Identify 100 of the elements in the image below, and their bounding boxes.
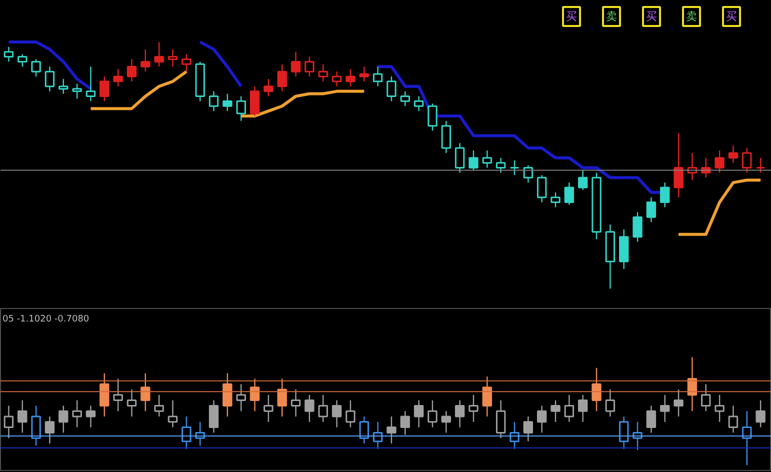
candlestick	[222, 93, 232, 112]
candlestick	[250, 86, 260, 117]
candlestick	[100, 372, 110, 418]
candlestick	[482, 150, 492, 168]
candlestick	[182, 54, 192, 72]
candlestick	[660, 182, 670, 208]
candlestick	[168, 400, 178, 428]
candlestick	[756, 157, 766, 174]
candlestick	[496, 157, 506, 174]
candlestick	[523, 164, 534, 184]
candlestick	[564, 182, 574, 206]
candlestick	[318, 64, 328, 82]
candlestick	[742, 410, 752, 466]
candlestick	[304, 394, 314, 422]
candlestick	[714, 150, 724, 174]
candlestick	[72, 400, 82, 428]
candlestick	[126, 58, 137, 82]
candlestick	[454, 142, 465, 174]
candlestick	[264, 394, 274, 422]
candlestick	[346, 400, 356, 428]
candlestick	[701, 384, 711, 412]
candlestick	[468, 150, 478, 171]
text: 05 -1.1020 -0.7080	[2, 314, 90, 324]
candlestick	[58, 78, 68, 94]
candlestick	[100, 76, 110, 102]
candlestick	[605, 388, 616, 418]
candlestick	[523, 416, 534, 442]
candlestick	[441, 410, 451, 434]
text: 卖	[686, 10, 697, 23]
candlestick	[400, 410, 410, 436]
candlestick	[510, 421, 520, 450]
candlestick	[742, 147, 752, 174]
candlestick	[304, 56, 314, 78]
candlestick	[44, 66, 55, 92]
candlestick	[58, 405, 68, 434]
candlestick	[714, 394, 724, 422]
candlestick	[72, 83, 82, 100]
candlestick	[277, 64, 287, 92]
candlestick	[18, 400, 28, 434]
candlestick	[550, 400, 560, 422]
candlestick	[386, 416, 396, 444]
candlestick	[86, 66, 96, 102]
candlestick	[4, 405, 14, 439]
candlestick	[290, 388, 301, 418]
candlestick	[646, 196, 656, 223]
candlestick	[168, 48, 178, 68]
candlestick	[660, 394, 670, 422]
candlestick	[482, 376, 492, 418]
text: 卖	[606, 10, 617, 23]
candlestick	[728, 144, 738, 164]
candlestick	[18, 54, 28, 68]
candlestick	[332, 70, 342, 87]
candlestick	[250, 378, 260, 412]
candlestick	[4, 46, 14, 62]
candlestick	[236, 96, 246, 122]
candlestick	[564, 394, 574, 422]
text: 买	[566, 10, 577, 23]
candlestick	[578, 170, 588, 191]
candlestick	[536, 405, 547, 434]
candlestick	[592, 367, 602, 412]
candlestick	[414, 400, 424, 428]
candlestick	[359, 416, 369, 444]
candlestick	[646, 405, 656, 434]
candlestick	[550, 192, 560, 208]
candlestick	[86, 405, 96, 428]
candlestick	[31, 58, 41, 78]
candlestick	[536, 174, 547, 203]
candlestick	[208, 90, 219, 112]
candlestick	[496, 400, 506, 439]
candlestick	[290, 51, 301, 78]
text: 买	[726, 10, 737, 23]
candlestick	[113, 378, 123, 412]
candlestick	[441, 120, 451, 154]
candlestick	[318, 394, 328, 422]
candlestick	[182, 416, 192, 450]
candlestick	[632, 212, 642, 242]
candlestick	[140, 48, 150, 72]
candlestick	[386, 76, 396, 102]
candlestick	[140, 372, 150, 412]
candlestick	[359, 66, 369, 82]
candlestick	[510, 160, 520, 176]
candlestick	[44, 416, 55, 444]
candlestick	[728, 405, 738, 434]
candlestick	[674, 388, 684, 418]
candlestick	[414, 96, 424, 112]
candlestick	[31, 405, 41, 446]
candlestick	[428, 103, 438, 132]
candlestick	[222, 372, 232, 418]
candlestick	[332, 400, 342, 428]
candlestick	[454, 400, 465, 428]
candlestick	[264, 78, 274, 97]
candlestick	[154, 41, 164, 68]
candlestick	[400, 90, 410, 107]
candlestick	[756, 400, 766, 428]
candlestick	[578, 394, 588, 422]
candlestick	[277, 378, 287, 418]
candlestick	[428, 400, 438, 428]
candlestick	[619, 416, 629, 450]
candlestick	[154, 394, 164, 418]
candlestick	[236, 384, 246, 412]
